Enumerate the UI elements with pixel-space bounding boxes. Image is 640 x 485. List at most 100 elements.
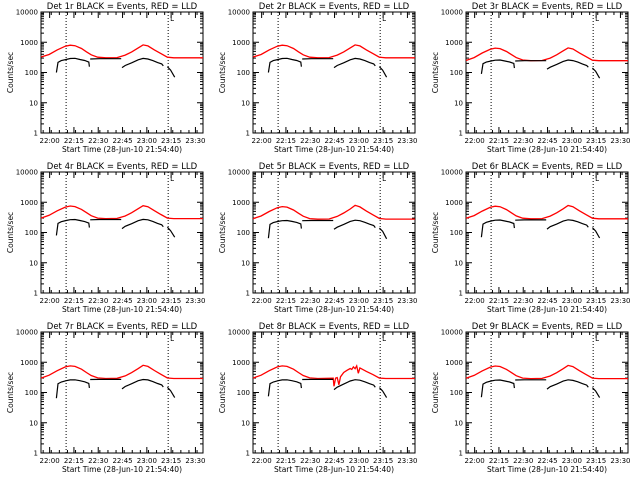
corner-marker: L — [170, 335, 174, 343]
x-tick-label: 23:15 — [161, 137, 181, 145]
y-tick-label: 10 — [241, 259, 250, 267]
events-series-line — [122, 58, 163, 67]
x-tick-label: 22:30 — [300, 457, 320, 465]
y-tick-label: 10000 — [441, 9, 463, 17]
y-tick-label: 10 — [241, 419, 250, 427]
x-axis-label: Start Time (28-Jun-10 21:54:40) — [274, 305, 394, 314]
x-tick-label: 23:15 — [373, 137, 393, 145]
events-series-line — [268, 380, 301, 397]
x-tick-label: 23:00 — [137, 457, 157, 465]
corner-marker: L — [595, 15, 599, 23]
x-tick-label: 22:00 — [252, 297, 272, 305]
x-tick-label: 22:00 — [40, 297, 60, 305]
panel-title: Det 9r BLACK = Events, RED = LLD — [472, 322, 623, 332]
x-tick-label: 23:30 — [185, 297, 205, 305]
x-tick-label: 22:30 — [513, 137, 533, 145]
y-tick-label: 1 — [459, 130, 463, 138]
y-tick-label: 10000 — [16, 329, 38, 337]
x-tick-label: 23:15 — [161, 457, 181, 465]
events-series-line — [334, 58, 375, 67]
lld-series-line — [41, 365, 203, 378]
lld-series-line — [41, 45, 203, 58]
corner-marker: L — [595, 335, 599, 343]
events-series-line — [547, 60, 588, 69]
y-tick-label: 1 — [246, 450, 250, 458]
corner-marker: L — [382, 335, 386, 343]
panel-5: Det 5r BLACK = Events, RED = LLD11010010… — [218, 162, 418, 314]
x-tick-label: 23:00 — [349, 297, 369, 305]
x-axis-label: Start Time (28-Jun-10 21:54:40) — [487, 145, 607, 154]
y-tick-label: 10 — [454, 99, 463, 107]
lld-series-line — [466, 48, 628, 61]
x-tick-label: 22:30 — [88, 137, 108, 145]
plot-frame — [466, 172, 628, 293]
x-tick-label: 22:00 — [252, 137, 272, 145]
x-tick-label: 23:30 — [185, 457, 205, 465]
x-axis-label: Start Time (28-Jun-10 21:54:40) — [62, 145, 182, 154]
y-tick-label: 100 — [237, 69, 250, 77]
plot-frame — [253, 12, 415, 133]
y-axis-label: Counts/sec — [431, 372, 440, 413]
events-series-line — [481, 220, 514, 237]
y-tick-label: 1000 — [232, 39, 250, 47]
lld-series-line — [466, 206, 628, 219]
x-tick-label: 23:00 — [562, 297, 582, 305]
x-tick-label: 22:15 — [489, 297, 509, 305]
x-tick-label: 22:45 — [112, 457, 132, 465]
x-tick-label: 22:45 — [324, 297, 344, 305]
y-tick-label: 10 — [29, 259, 38, 267]
x-axis-label: Start Time (28-Jun-10 21:54:40) — [62, 465, 182, 474]
panel-title: Det 7r BLACK = Events, RED = LLD — [47, 322, 198, 332]
y-tick-label: 1000 — [20, 39, 38, 47]
x-tick-label: 22:00 — [465, 137, 485, 145]
plot-frame — [41, 12, 203, 133]
panel-9: Det 9r BLACK = Events, RED = LLD11010010… — [431, 322, 631, 474]
x-tick-label: 22:15 — [64, 137, 84, 145]
panel-title: Det 5r BLACK = Events, RED = LLD — [259, 162, 410, 172]
x-tick-label: 22:45 — [324, 457, 344, 465]
y-tick-label: 10000 — [228, 329, 250, 337]
panel-title: Det 6r BLACK = Events, RED = LLD — [472, 162, 623, 172]
x-tick-label: 23:30 — [397, 457, 417, 465]
plot-frame — [41, 332, 203, 453]
y-tick-label: 100 — [237, 389, 250, 397]
x-tick-label: 23:00 — [137, 137, 157, 145]
x-tick-label: 22:00 — [40, 457, 60, 465]
x-tick-label: 23:15 — [373, 297, 393, 305]
corner-marker: L — [170, 15, 174, 23]
plot-frame — [253, 172, 415, 293]
y-axis-label: Counts/sec — [6, 52, 15, 93]
panel-7: Det 7r BLACK = Events, RED = LLD11010010… — [6, 322, 206, 474]
events-series-line — [122, 380, 163, 389]
y-tick-label: 100 — [25, 389, 38, 397]
y-tick-label: 10000 — [228, 9, 250, 17]
lld-series-line — [253, 45, 415, 58]
plot-frame — [253, 332, 415, 453]
y-axis-label: Counts/sec — [218, 212, 227, 253]
events-series-line — [379, 228, 386, 239]
events-series-line — [268, 221, 301, 239]
panel-4: Det 4r BLACK = Events, RED = LLD11010010… — [6, 162, 206, 314]
y-tick-label: 1000 — [20, 359, 38, 367]
plot-frame — [466, 12, 628, 133]
x-axis-label: Start Time (28-Jun-10 21:54:40) — [487, 305, 607, 314]
x-tick-label: 22:15 — [64, 297, 84, 305]
y-tick-label: 10 — [454, 419, 463, 427]
x-tick-label: 23:15 — [161, 297, 181, 305]
x-tick-label: 23:30 — [397, 137, 417, 145]
x-tick-label: 22:15 — [489, 457, 509, 465]
events-series-line — [122, 219, 163, 228]
x-tick-label: 23:15 — [586, 297, 606, 305]
x-tick-label: 23:30 — [610, 457, 630, 465]
x-tick-label: 22:45 — [537, 137, 557, 145]
y-tick-label: 10 — [29, 99, 38, 107]
y-tick-label: 1000 — [232, 199, 250, 207]
x-tick-label: 22:30 — [513, 297, 533, 305]
x-tick-label: 22:15 — [64, 457, 84, 465]
x-tick-label: 23:30 — [610, 137, 630, 145]
y-tick-label: 1 — [34, 130, 38, 138]
x-tick-label: 23:15 — [586, 137, 606, 145]
x-tick-label: 23:30 — [185, 137, 205, 145]
plot-frame — [41, 172, 203, 293]
